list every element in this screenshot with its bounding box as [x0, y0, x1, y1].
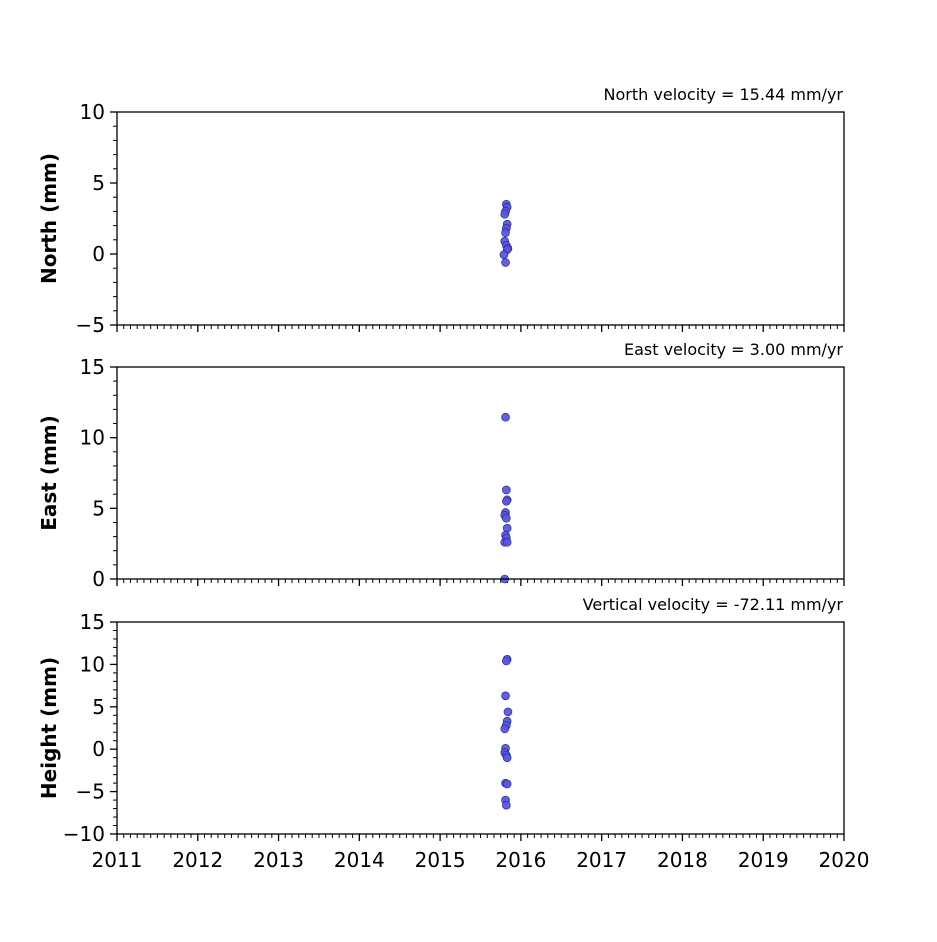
y-tick-label: 15 [80, 610, 105, 634]
data-point [502, 513, 511, 523]
x-tick-label: 2014 [334, 848, 385, 872]
panel-title: East velocity = 3.00 mm/yr [624, 340, 843, 359]
data-point [502, 779, 512, 789]
y-tick-label: 15 [80, 355, 105, 379]
x-tick-label: 2016 [495, 848, 546, 872]
x-tick-label: 2017 [576, 848, 627, 872]
y-tick-label: 0 [92, 567, 105, 591]
y-axis-label: North (mm) [37, 153, 61, 284]
data-point [501, 412, 510, 422]
y-tick-label: 10 [80, 426, 105, 450]
y-tick-label: 10 [80, 100, 105, 124]
plot-frame [116, 111, 845, 326]
x-tick-label: 2020 [819, 848, 870, 872]
plot-frame [116, 366, 845, 580]
data-point [502, 753, 512, 762]
data-point [502, 496, 511, 506]
data-point [502, 800, 511, 810]
x-tick-label: 2011 [92, 848, 143, 872]
plot-frame [116, 621, 845, 835]
data-point [502, 523, 512, 533]
data-point [501, 228, 510, 237]
y-tick-label: 10 [80, 652, 105, 676]
y-tick-label: 5 [92, 496, 105, 520]
data-point [502, 656, 511, 666]
y-axis-label: Height (mm) [37, 657, 61, 799]
x-tick-label: 2015 [415, 848, 466, 872]
data-point [503, 707, 513, 717]
x-tick-label: 2012 [172, 848, 223, 872]
x-tick-label: 2019 [738, 848, 789, 872]
y-tick-label: 0 [92, 737, 105, 761]
y-tick-label: 5 [92, 171, 105, 195]
data-point [502, 537, 512, 547]
data-point [501, 691, 510, 701]
panel-title: North velocity = 15.44 mm/yr [604, 85, 844, 104]
y-tick-label: 5 [92, 695, 105, 719]
x-tick-label: 2013 [253, 848, 304, 872]
data-point [501, 258, 510, 267]
panel-title: Vertical velocity = -72.11 mm/yr [583, 595, 844, 614]
y-tick-label: −10 [63, 822, 105, 846]
data-point [500, 724, 510, 734]
y-tick-label: −5 [76, 780, 105, 804]
data-point [500, 209, 510, 219]
data-point [499, 250, 509, 260]
x-tick-label: 2018 [657, 848, 708, 872]
y-tick-label: 0 [92, 242, 105, 266]
y-tick-label: −5 [76, 313, 105, 337]
data-point [502, 485, 511, 495]
y-axis-label: East (mm) [37, 415, 61, 531]
